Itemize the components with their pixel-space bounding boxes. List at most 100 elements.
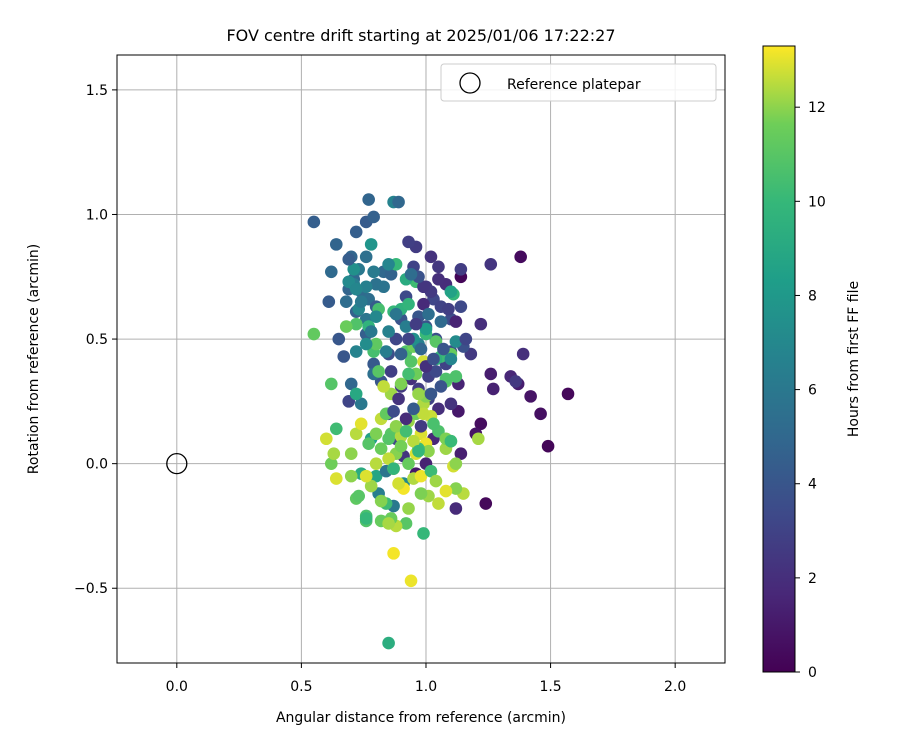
data-point xyxy=(442,302,455,316)
data-point xyxy=(516,347,530,361)
data-point xyxy=(367,210,380,224)
data-point xyxy=(414,487,428,500)
data-point xyxy=(429,474,443,488)
data-point xyxy=(364,238,378,251)
data-point xyxy=(417,407,430,421)
data-point xyxy=(449,315,463,328)
legend-reference-marker xyxy=(459,72,481,94)
data-point xyxy=(454,447,468,460)
legend-entry-label: Reference platepar xyxy=(507,77,641,93)
data-point xyxy=(402,457,415,470)
data-point xyxy=(359,250,373,264)
data-point xyxy=(427,352,440,366)
y-axis-label: Rotation from reference (arcmin) xyxy=(26,244,42,474)
data-point xyxy=(472,432,485,446)
x-axis-ticks: 0.0 0.5 1.0 1.5 2.0 xyxy=(166,663,686,695)
data-point xyxy=(412,444,425,458)
x-axis-label: Angular distance from reference (arcmin) xyxy=(276,710,566,726)
data-point xyxy=(394,377,408,391)
data-point xyxy=(479,497,493,510)
colorbar-tick-label: 12 xyxy=(808,100,826,116)
data-point xyxy=(369,457,383,470)
data-point xyxy=(424,464,438,478)
data-point xyxy=(402,235,415,249)
data-point xyxy=(387,462,400,475)
data-point xyxy=(409,317,423,331)
data-point xyxy=(349,282,363,296)
data-point xyxy=(389,419,403,433)
data-point xyxy=(382,432,395,446)
data-point xyxy=(382,636,395,650)
data-point xyxy=(359,512,373,525)
data-point xyxy=(369,427,383,441)
data-point xyxy=(434,380,448,393)
data-point xyxy=(382,517,395,530)
data-point xyxy=(384,267,398,281)
data-point xyxy=(387,405,400,418)
data-point xyxy=(484,367,498,381)
data-point xyxy=(427,417,440,431)
data-point xyxy=(474,317,488,331)
data-point xyxy=(424,250,438,264)
data-point xyxy=(367,265,380,279)
data-point xyxy=(444,285,458,299)
data-point xyxy=(402,297,415,311)
data-point xyxy=(392,392,405,406)
data-point xyxy=(369,469,383,483)
colorbar-tick-label: 8 xyxy=(808,288,817,304)
data-point xyxy=(307,215,321,229)
data-point xyxy=(399,517,413,530)
data-point xyxy=(432,260,445,274)
y-tick-label: 0.5 xyxy=(86,332,108,348)
data-point xyxy=(329,422,343,436)
data-point xyxy=(362,193,375,206)
data-point xyxy=(404,574,418,588)
data-point xyxy=(349,225,363,239)
data-point xyxy=(349,345,363,358)
data-point xyxy=(417,280,430,294)
data-point xyxy=(327,447,341,460)
y-tick-label: 1.5 xyxy=(86,83,108,99)
data-points xyxy=(307,193,575,650)
data-point xyxy=(364,479,378,493)
data-point xyxy=(514,250,527,264)
colorbar-gradient xyxy=(762,45,796,673)
data-point xyxy=(377,280,390,294)
data-point xyxy=(344,447,358,460)
data-point xyxy=(359,337,373,351)
data-point xyxy=(344,377,358,391)
colorbar-ticks: 0 2 4 6 8 10 12 xyxy=(795,100,826,681)
data-point xyxy=(439,484,453,498)
data-point xyxy=(449,502,463,515)
reference-marker-group xyxy=(166,453,188,475)
data-point xyxy=(402,332,415,346)
x-tick-label: 1.5 xyxy=(539,679,561,695)
colorbar: 0 2 4 6 8 10 12 Hours from first FF file xyxy=(762,45,862,681)
colorbar-tick-label: 0 xyxy=(808,665,817,681)
legend: Reference platepar xyxy=(440,63,717,102)
data-point xyxy=(454,300,468,313)
data-point xyxy=(354,295,368,308)
data-point xyxy=(399,424,413,438)
plot-frame xyxy=(116,54,726,664)
data-point xyxy=(484,258,498,271)
data-point xyxy=(437,342,450,356)
data-point xyxy=(417,297,430,311)
data-point xyxy=(399,320,413,333)
data-point xyxy=(402,502,415,515)
data-point xyxy=(414,419,428,433)
data-point xyxy=(474,417,488,431)
data-point xyxy=(347,262,361,276)
data-point xyxy=(404,267,418,281)
y-tick-label: −0.5 xyxy=(74,581,108,597)
data-point xyxy=(329,238,343,251)
data-point xyxy=(332,332,346,346)
data-point xyxy=(382,325,395,338)
data-point xyxy=(394,347,408,361)
colorbar-tick-label: 2 xyxy=(808,571,817,587)
data-point xyxy=(322,295,336,308)
data-point xyxy=(449,335,463,348)
data-point xyxy=(392,477,405,490)
data-point xyxy=(509,375,522,388)
y-tick-label: 0.0 xyxy=(86,457,108,473)
